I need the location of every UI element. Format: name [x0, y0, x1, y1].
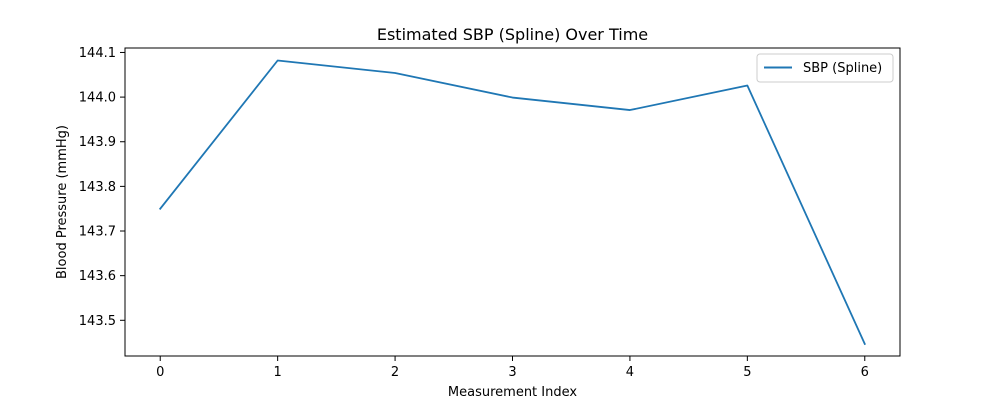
y-tick-label: 143.5	[79, 314, 116, 329]
x-axis: 0 1 2 3 4 5 6	[156, 356, 869, 380]
legend-box	[756, 53, 894, 83]
y-tick-label: 143.7	[79, 225, 116, 240]
legend-label: SBP (Spline)	[803, 61, 882, 76]
x-axis-label: Measurement Index	[448, 385, 577, 400]
y-tick-label: 143.9	[79, 135, 116, 150]
y-axis: 143.5 143.6 143.7 143.8 143.9 144.0 144.1	[79, 46, 125, 329]
y-tick-label: 143.6	[79, 269, 116, 284]
x-tick-label: 6	[861, 365, 869, 380]
x-tick-label: 2	[391, 365, 399, 380]
x-tick-label: 0	[156, 365, 164, 380]
y-axis-label: Blood Pressure (mmHg)	[55, 125, 70, 279]
y-tick-label: 144.0	[79, 91, 116, 106]
y-tick-label: 144.1	[79, 46, 116, 61]
legend: SBP (Spline)	[756, 53, 894, 83]
y-tick-label: 143.8	[79, 180, 116, 195]
series-line	[158, 59, 866, 346]
chart-title: Estimated SBP (Spline) Over Time	[377, 25, 648, 44]
x-tick-label: 5	[743, 365, 751, 380]
x-tick-label: 4	[626, 365, 634, 380]
x-tick-label: 3	[508, 365, 516, 380]
series-lines	[158, 59, 866, 346]
x-tick-label: 1	[274, 365, 282, 380]
